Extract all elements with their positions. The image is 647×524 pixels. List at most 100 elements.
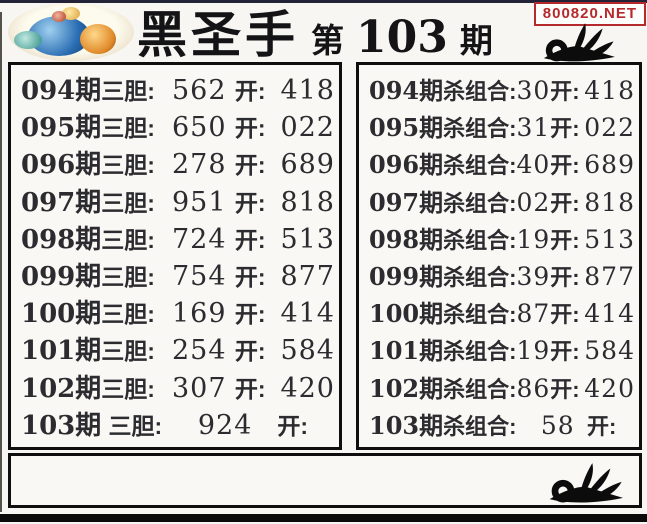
period-label: 102期	[369, 373, 444, 403]
table-row: 096期 三胆: 278 开: 689	[21, 144, 335, 181]
pick-value: 39	[516, 262, 551, 292]
period-label: 098期	[369, 224, 444, 254]
three-dan-panel: 094期 三胆: 562 开: 418 095期 三胆: 650 开: 022 …	[8, 62, 342, 450]
red-planet-icon	[52, 11, 66, 22]
period-label: 099期	[21, 262, 102, 293]
open-value: 877	[584, 262, 635, 292]
table-row: 100期 杀组合: 87 开: 414	[369, 294, 635, 329]
ok-hand-icon	[549, 463, 623, 503]
pick-value: 19	[516, 336, 551, 366]
pick-value: 562	[172, 75, 227, 107]
open-value: 418	[280, 75, 335, 107]
open-value: 022	[584, 113, 635, 143]
orange-planet-icon	[80, 24, 116, 54]
period-label: 095期	[21, 113, 102, 144]
open-value: 414	[584, 299, 635, 329]
site-badge: 800820.NET	[533, 2, 646, 26]
left-edge-line	[0, 12, 2, 512]
table-row: 098期 杀组合: 19 开: 513	[369, 220, 635, 255]
table-row: 102期 杀组合: 86 开: 420	[369, 369, 635, 404]
pick-value: 87	[516, 299, 551, 329]
pick-label: 杀组合:	[443, 153, 517, 179]
yellow-planet-icon	[62, 7, 80, 20]
pick-label: 杀组合:	[443, 339, 517, 365]
pick-value: 86	[516, 373, 551, 403]
open-value: 513	[280, 223, 335, 255]
pick-label: 三胆:	[101, 78, 155, 105]
kill-combo-rows: 094期 杀组合: 30 开: 418 095期 杀组合: 31 开: 022 …	[359, 65, 639, 447]
three-dan-rows: 094期 三胆: 562 开: 418 095期 三胆: 650 开: 022 …	[11, 65, 339, 447]
period-label: 101期	[21, 336, 102, 367]
bottom-box	[8, 453, 642, 508]
pick-value: 30	[516, 76, 551, 106]
period-label: 101期	[369, 336, 444, 366]
pick-label: 杀组合:	[443, 79, 517, 105]
pick-value: 58	[540, 410, 575, 440]
period-label: 098期	[21, 224, 102, 255]
open-value: 584	[584, 336, 635, 366]
open-label: 开:	[550, 376, 580, 402]
table-row: 099期 杀组合: 39 开: 877	[369, 257, 635, 292]
open-label: 开:	[550, 116, 580, 142]
table-row: 101期 三胆: 254 开: 584	[21, 330, 335, 367]
table-row: 103期 杀组合: 58 开:	[369, 406, 635, 441]
period-label: 100期	[369, 299, 444, 329]
pick-value: 924	[197, 409, 253, 441]
open-value: 420	[280, 372, 335, 404]
open-label: 开:	[234, 301, 266, 328]
open-value: 818	[280, 186, 335, 218]
open-label: 开:	[550, 265, 580, 291]
table-row: 094期 三胆: 562 开: 418	[21, 70, 335, 107]
page-title: 黑圣手 第 103 期	[137, 0, 493, 62]
open-label: 开:	[550, 79, 580, 105]
planets-logo	[8, 3, 134, 61]
pick-label: 杀组合:	[443, 227, 517, 253]
teal-planet-icon	[14, 31, 42, 49]
period-label: 099期	[369, 262, 444, 292]
open-label: 开:	[550, 227, 580, 253]
open-value: 818	[584, 187, 635, 217]
open-label: 开:	[234, 189, 266, 216]
pick-label: 三胆:	[101, 152, 155, 179]
bottom-black-bar	[0, 514, 647, 522]
table-row: 103期 三胆: 924 开:	[21, 405, 335, 442]
pick-value: 40	[516, 150, 551, 180]
table-row: 098期 三胆: 724 开: 513	[21, 219, 335, 256]
pick-label: 杀组合:	[443, 190, 517, 216]
table-row: 095期 杀组合: 31 开: 022	[369, 108, 635, 143]
ok-hand-icon	[543, 23, 615, 62]
open-label: 开:	[550, 302, 580, 328]
period-label: 096期	[21, 150, 102, 181]
open-value: 513	[584, 224, 635, 254]
period-label: 102期	[21, 373, 102, 404]
period-label: 100期	[21, 299, 102, 330]
table-row: 097期 三胆: 951 开: 818	[21, 182, 335, 219]
period-label: 094期	[21, 76, 102, 107]
open-label: 开:	[234, 264, 266, 291]
period-label: 103期	[21, 410, 102, 441]
pick-label: 三胆:	[101, 115, 155, 142]
period-label: 094期	[369, 76, 444, 106]
open-label: 开:	[234, 152, 266, 179]
period-label: 095期	[369, 113, 444, 143]
pick-label: 三胆:	[101, 264, 155, 291]
table-row: 097期 杀组合: 02 开: 818	[369, 183, 635, 218]
pick-label: 三胆:	[101, 226, 155, 253]
open-label: 开:	[550, 339, 580, 365]
kill-combo-panel: 094期 杀组合: 30 开: 418 095期 杀组合: 31 开: 022 …	[356, 62, 642, 450]
pick-label: 杀组合:	[443, 116, 517, 142]
open-value: 022	[280, 112, 335, 144]
open-value: 689	[280, 149, 335, 181]
open-value: 877	[280, 261, 335, 293]
table-row: 101期 杀组合: 19 开: 584	[369, 331, 635, 366]
issue-number: 103	[356, 12, 448, 63]
pick-label: 三胆:	[101, 375, 155, 402]
pick-label: 杀组合:	[443, 413, 517, 439]
title-main: 黑圣手	[137, 7, 299, 63]
open-label: 开:	[277, 412, 309, 439]
pick-label: 杀组合:	[443, 302, 517, 328]
period-label: 096期	[369, 150, 444, 180]
pick-value: 951	[172, 186, 227, 218]
pick-label: 杀组合:	[443, 265, 517, 291]
